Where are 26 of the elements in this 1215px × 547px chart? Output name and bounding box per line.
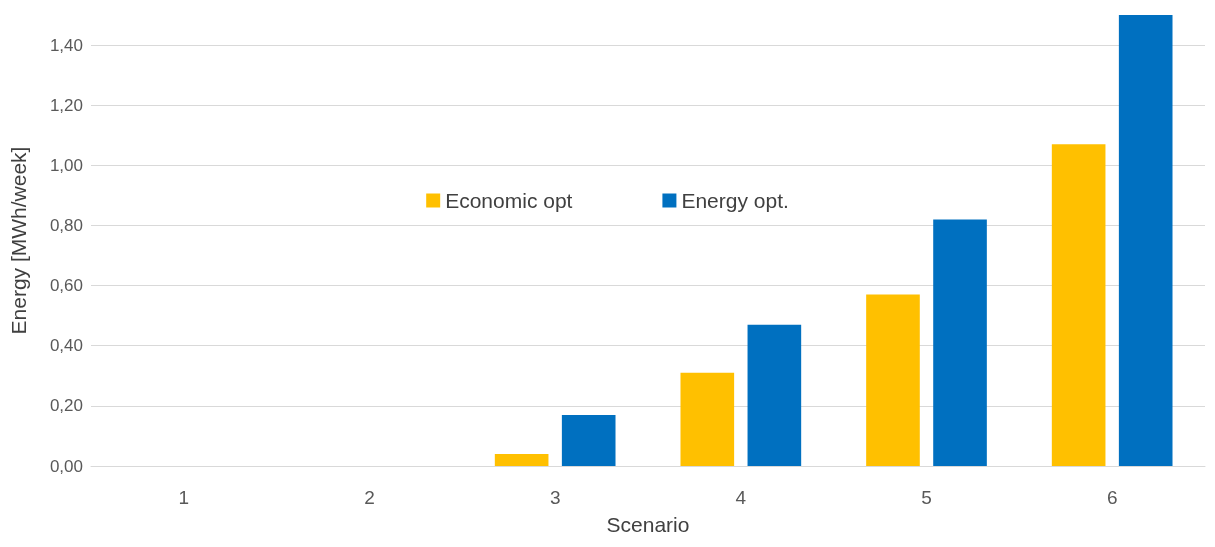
x-tick-label: 4 [735, 487, 747, 508]
y-tick-label: 0,20 [49, 396, 83, 416]
bar [747, 324, 802, 466]
bar [866, 294, 920, 466]
bar [933, 219, 987, 466]
y-tick-label: 0,00 [49, 456, 83, 476]
bar [1118, 15, 1173, 466]
y-tick-label: 0,60 [49, 276, 83, 296]
y-tick-label: 1,00 [49, 155, 83, 175]
x-tick-label: 2 [364, 487, 375, 508]
y-axis-title: Energy [MWh/week] [7, 146, 30, 335]
y-tick-label: 1,40 [49, 35, 83, 55]
x-tick-label: 1 [178, 487, 190, 508]
x-tick-label: 3 [549, 487, 561, 508]
y-tick-label: 1,20 [49, 95, 83, 115]
y-tick-label: 0,80 [49, 215, 83, 235]
bar [680, 372, 735, 466]
x-tick-label: 6 [1106, 487, 1118, 508]
legend-label: Economic opt [445, 189, 573, 212]
bar [494, 453, 549, 466]
legend-label: Energy opt. [681, 189, 789, 212]
x-axis-title: Scenario [606, 513, 690, 536]
y-tick-label: 0,40 [49, 336, 83, 356]
bar [1051, 144, 1106, 466]
x-tick-label: 5 [921, 487, 932, 508]
bar [561, 414, 616, 466]
